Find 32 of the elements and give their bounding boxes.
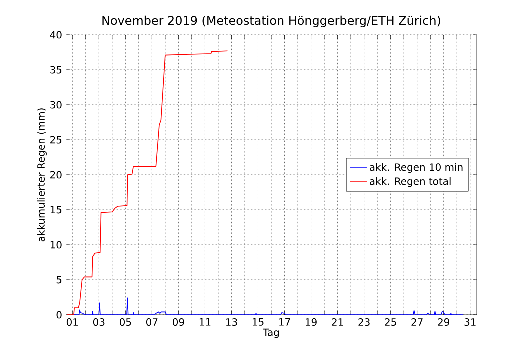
line-series — [74, 298, 464, 315]
x-tick-label: 31 — [464, 318, 476, 326]
y-tick-label: 5 — [56, 276, 62, 284]
x-tick-label: 13 — [226, 318, 238, 326]
y-tick-label: 20 — [50, 171, 62, 179]
x-tick-label: 15 — [253, 318, 264, 326]
x-tick-label: 07 — [146, 318, 158, 326]
x-tick-label: 11 — [200, 318, 211, 326]
y-tick-label: 0 — [56, 311, 62, 319]
y-tick-label: 30 — [50, 101, 62, 109]
x-tick-label: 21 — [332, 318, 344, 326]
y-tick-label: 40 — [50, 31, 62, 39]
y-tick-label: 15 — [50, 206, 62, 214]
y-axis-title: akkumulierter Regen (mm) — [37, 108, 47, 242]
x-tick-label: 09 — [173, 318, 184, 326]
x-tick-label: 29 — [438, 318, 450, 326]
x-tick-label: 27 — [412, 318, 423, 326]
x-tick-label: 17 — [280, 318, 290, 326]
y-tick-label: 10 — [50, 241, 62, 249]
chart-title: November 2019 (Meteostation Hönggerberg/ETH Zürich) — [102, 16, 440, 28]
y-tick-label: 25 — [50, 136, 62, 144]
legend-label: akk. Regen total — [370, 177, 451, 188]
x-tick-label: 25 — [385, 318, 396, 326]
legend-label: akk. Regen 10 min — [370, 163, 463, 174]
y-tick-label: 35 — [50, 66, 62, 74]
x-tick-label: 19 — [306, 318, 317, 326]
x-tick-label: 01 — [66, 318, 78, 326]
x-tick-label: 03 — [93, 318, 105, 326]
x-tick-label: 05 — [120, 318, 132, 326]
line-series — [66, 50, 228, 315]
x-axis-title: Tag — [263, 328, 280, 338]
x-tick-label: 23 — [358, 318, 370, 326]
